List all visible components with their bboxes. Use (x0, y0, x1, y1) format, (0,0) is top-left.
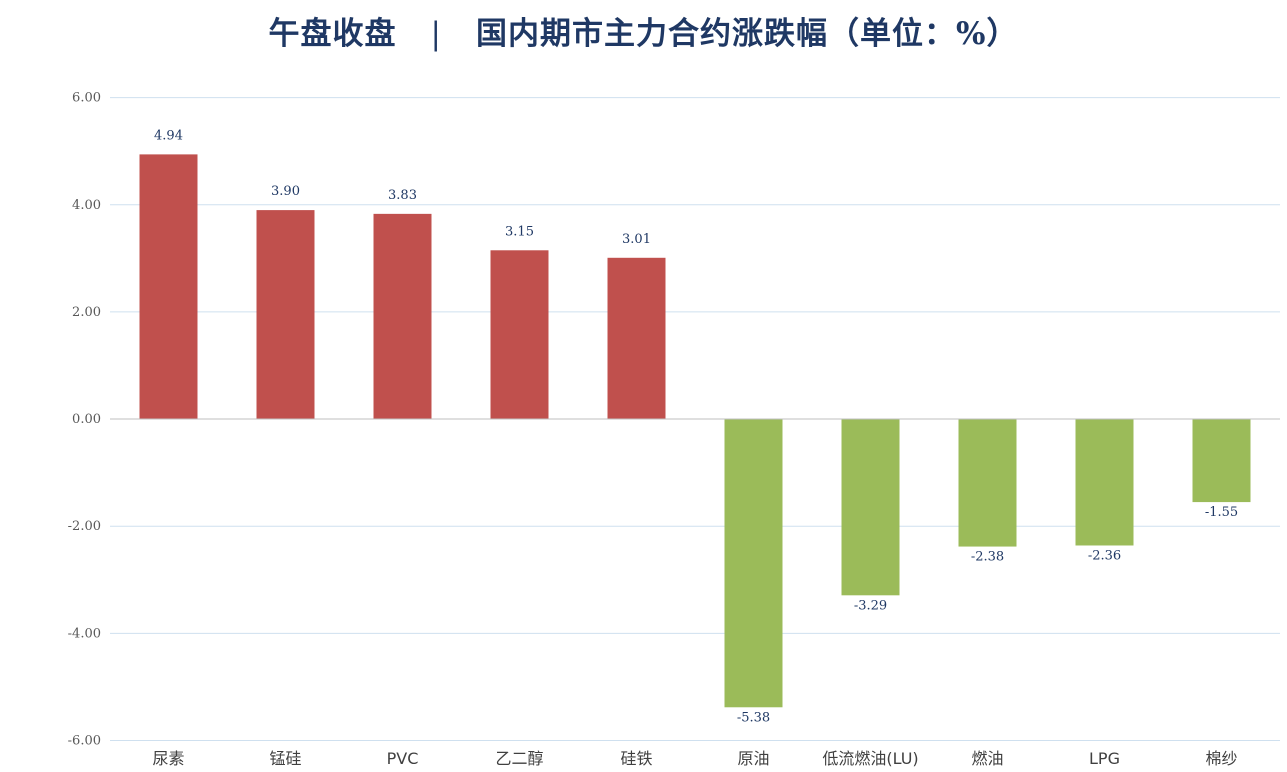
y-tick-label: 2.00 (72, 305, 101, 320)
y-tick-label: 0.00 (72, 412, 101, 427)
category-label: PVC (387, 749, 419, 768)
data-label: 3.90 (271, 184, 300, 199)
category-label: 棉纱 (1205, 749, 1237, 768)
bar (373, 213, 432, 420)
y-tick-label: 4.00 (72, 198, 101, 213)
category-label: 锰硅 (269, 749, 301, 768)
y-tick-label: -6.00 (68, 734, 101, 749)
data-label: -5.38 (737, 710, 770, 725)
data-label: -2.38 (971, 550, 1004, 565)
category-label: 原油 (737, 749, 769, 768)
data-label: 4.94 (154, 128, 183, 143)
data-label: 3.01 (622, 232, 651, 247)
bar (724, 419, 783, 708)
title-left: 午盘收盘 (268, 16, 397, 52)
category-label: 低流燃油(LU) (822, 749, 918, 768)
bar (1075, 419, 1134, 546)
category-label: 燃油 (971, 749, 1003, 768)
bar (1192, 419, 1251, 503)
bar (139, 154, 198, 420)
data-label: 3.83 (388, 188, 417, 203)
data-label: -3.29 (854, 598, 887, 613)
title-right: 国内期市主力合约涨跌幅（单位：%） (475, 16, 1019, 52)
category-label: 硅铁 (620, 749, 652, 768)
category-label: 乙二醇 (495, 749, 543, 768)
bar (958, 419, 1017, 547)
category-label: 尿素 (152, 749, 184, 768)
y-tick-label: 6.00 (72, 91, 101, 106)
bar (490, 250, 549, 420)
bar (256, 210, 315, 420)
data-label: 3.15 (505, 224, 534, 239)
title-separator: | (430, 16, 442, 52)
y-tick-label: -4.00 (68, 626, 101, 641)
y-tick-label: -2.00 (68, 519, 101, 534)
category-label: LPG (1089, 749, 1120, 768)
data-label: -1.55 (1205, 505, 1238, 520)
data-label: -2.36 (1088, 548, 1121, 563)
bar (607, 257, 666, 420)
bar (841, 419, 900, 596)
chart-title: 午盘收盘 | 国内期市主力合约涨跌幅（单位：%） (0, 8, 1287, 53)
